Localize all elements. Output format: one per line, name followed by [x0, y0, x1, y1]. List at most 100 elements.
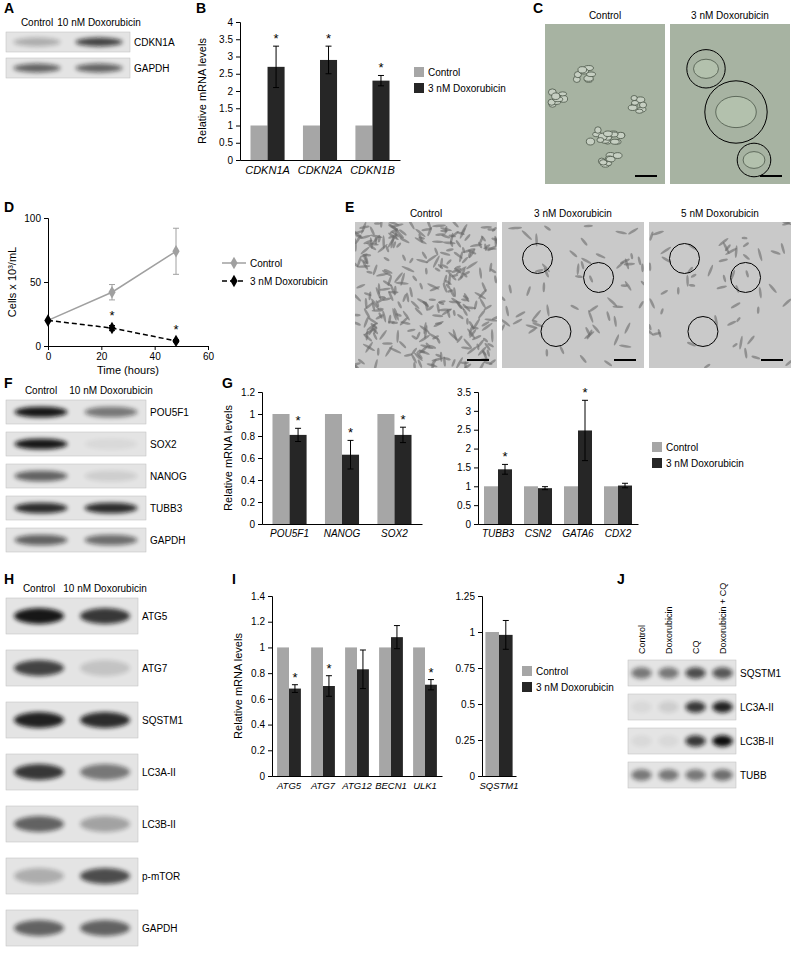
row-label: TUBB3	[150, 503, 183, 514]
band	[631, 701, 652, 712]
chart: **0501000204060Cells x 10³/mLTime (hours…	[6, 213, 214, 376]
cell	[363, 291, 371, 296]
cell	[637, 256, 642, 265]
tick: 0.5	[219, 137, 240, 148]
tick-mark	[268, 776, 272, 777]
cell	[374, 222, 381, 225]
band	[14, 868, 64, 884]
bar	[484, 486, 498, 524]
lane-label: 10 nM Doxorubicin	[69, 385, 152, 396]
bar	[485, 632, 499, 776]
panel-letter: H	[4, 571, 14, 587]
cell	[362, 253, 371, 256]
cell	[441, 308, 453, 317]
cell	[355, 364, 361, 368]
tick-mark	[268, 725, 272, 726]
image-background	[649, 222, 791, 368]
significance: *	[109, 308, 114, 323]
error-bar-cap	[542, 486, 548, 487]
error-bar-stem	[585, 400, 586, 460]
cell	[491, 329, 494, 343]
axis: 00.250.50.7511.25	[456, 591, 483, 782]
image-label: Control	[410, 208, 442, 219]
cell	[451, 273, 458, 277]
band	[75, 64, 122, 73]
axis: 0204060	[46, 346, 215, 362]
tick: 0	[259, 771, 272, 782]
cell	[432, 240, 444, 243]
cell	[484, 360, 493, 365]
cell	[409, 287, 414, 298]
tick: 1.2	[251, 616, 272, 627]
lane-label: Control	[21, 17, 53, 28]
cell	[396, 242, 402, 249]
significance: *	[292, 670, 297, 685]
tick-label: 50	[30, 277, 42, 288]
cell	[393, 307, 400, 321]
cell	[440, 251, 451, 256]
row-label: LC3A-II	[142, 767, 176, 778]
band	[14, 660, 64, 676]
band	[658, 701, 679, 712]
cell	[494, 237, 497, 246]
cell	[453, 287, 457, 297]
image-background	[670, 24, 790, 184]
band	[80, 608, 130, 624]
error-bar-cap	[582, 460, 588, 461]
highlight-circle	[541, 317, 571, 347]
cell	[652, 331, 662, 336]
error-bar	[622, 483, 628, 488]
tick-mark	[478, 740, 482, 741]
cell	[364, 302, 373, 310]
band	[80, 868, 130, 884]
cell	[451, 359, 456, 368]
error-bar-cap	[428, 689, 434, 690]
cell	[469, 329, 477, 339]
legend-item: Control	[414, 67, 460, 78]
significance: *	[326, 31, 331, 46]
cell	[476, 343, 480, 350]
cell	[505, 305, 510, 316]
significance: *	[582, 385, 587, 400]
cell	[414, 307, 423, 316]
tick: TUBB3	[482, 524, 515, 539]
cell	[397, 301, 403, 309]
tick-label: NANOG	[324, 528, 361, 539]
tick-mark	[474, 392, 478, 393]
micrograph	[545, 24, 665, 184]
cell	[447, 289, 454, 293]
tick-label: CDX2	[605, 528, 632, 539]
tick: 2.5	[219, 68, 240, 79]
legend-item: 3 nM Doxorubicin	[222, 275, 328, 287]
error-bar-cap	[348, 469, 354, 470]
micrograph	[355, 222, 497, 368]
error-bar-cap	[173, 274, 179, 275]
cell	[631, 100, 638, 105]
cell	[443, 241, 456, 245]
cell	[757, 248, 763, 262]
tick: 2.5	[457, 424, 478, 435]
row-label: CDKN1A	[134, 37, 175, 48]
tick: 0.5	[461, 699, 482, 710]
cell	[615, 230, 627, 235]
plot-area	[250, 46, 389, 160]
blot-strip	[6, 858, 138, 894]
cell	[757, 307, 760, 314]
image-label: 5 nM Doxorubicin	[681, 208, 759, 219]
tick-mark	[474, 524, 478, 525]
cell	[730, 302, 741, 310]
cell	[502, 324, 506, 332]
tick: CDKN1B	[350, 160, 395, 176]
cell	[365, 330, 369, 340]
chart: ***00.20.40.60.811.2POU5F1NANOGSOX2Relat…	[222, 387, 423, 539]
cell	[606, 296, 618, 307]
tick: 60	[203, 346, 215, 362]
cell	[742, 253, 750, 260]
cell	[425, 268, 428, 275]
cell	[639, 102, 646, 108]
cell	[580, 261, 585, 270]
axis-line	[236, 23, 241, 161]
blot-strip	[6, 32, 130, 52]
lane-label: 10 nM Doxorubicin	[63, 583, 146, 594]
cell	[463, 293, 470, 303]
